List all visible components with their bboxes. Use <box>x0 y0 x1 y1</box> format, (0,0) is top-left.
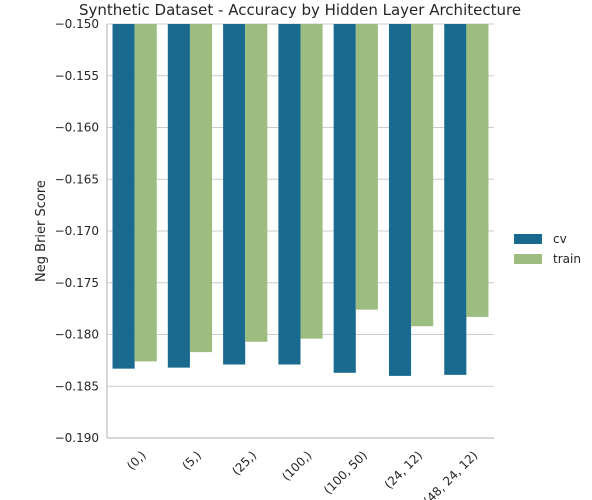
bar-cv <box>333 24 356 373</box>
y-tick-label: −0.155 <box>55 69 99 83</box>
bar-cv <box>167 24 190 368</box>
y-tick-label: −0.185 <box>55 379 99 393</box>
bar-train <box>189 24 213 353</box>
bar-train <box>411 24 434 327</box>
y-axis-label: Neg Brier Score <box>34 180 49 282</box>
y-tick-label: −0.180 <box>55 328 99 342</box>
x-tick-labels: (0,) (5,) (25,) (100,) (100, 50) (24, 12)(48,… <box>124 448 480 500</box>
axes <box>106 24 494 439</box>
legend-label-cv: cv <box>553 232 567 246</box>
bar-train <box>300 24 323 339</box>
x-tick-label: (100, 50) <box>321 448 370 497</box>
x-tick-label: (100,) <box>279 448 314 483</box>
bar-train <box>245 24 268 342</box>
y-tick-labels: −0.150 −0.155 −0.160 −0.165 −0.170 −0.175 −0.1… <box>55 17 99 445</box>
x-tick-label: (25,) <box>229 448 259 478</box>
legend-swatch-cv <box>514 234 542 244</box>
bar-train <box>134 24 157 362</box>
y-tick-label: −0.160 <box>55 121 99 135</box>
bar-train <box>355 24 378 310</box>
y-tick-label: −0.175 <box>55 276 99 290</box>
y-tick-label: −0.190 <box>55 431 99 445</box>
y-tick-label: −0.170 <box>55 224 99 238</box>
legend: cv train <box>514 232 581 266</box>
bar-cv <box>278 24 301 365</box>
x-tick-label: (0,) <box>124 448 149 473</box>
x-tick-label: (24, 12) <box>382 448 426 492</box>
bars <box>112 24 489 376</box>
bar-cv <box>223 24 246 365</box>
legend-swatch-train <box>514 254 542 264</box>
x-tick-label: (48, 24, 12) <box>421 448 481 500</box>
legend-label-train: train <box>553 252 581 266</box>
chart-title: Synthetic Dataset - Accuracy by Hidden L… <box>79 1 521 19</box>
x-tick-label: (5,) <box>179 448 204 473</box>
y-tick-label: −0.165 <box>55 172 99 186</box>
bar-cv <box>112 24 135 369</box>
y-tick-label: −0.150 <box>55 17 99 31</box>
bar-cv <box>444 24 467 375</box>
bar-cv <box>388 24 412 376</box>
bar-train <box>466 24 489 317</box>
